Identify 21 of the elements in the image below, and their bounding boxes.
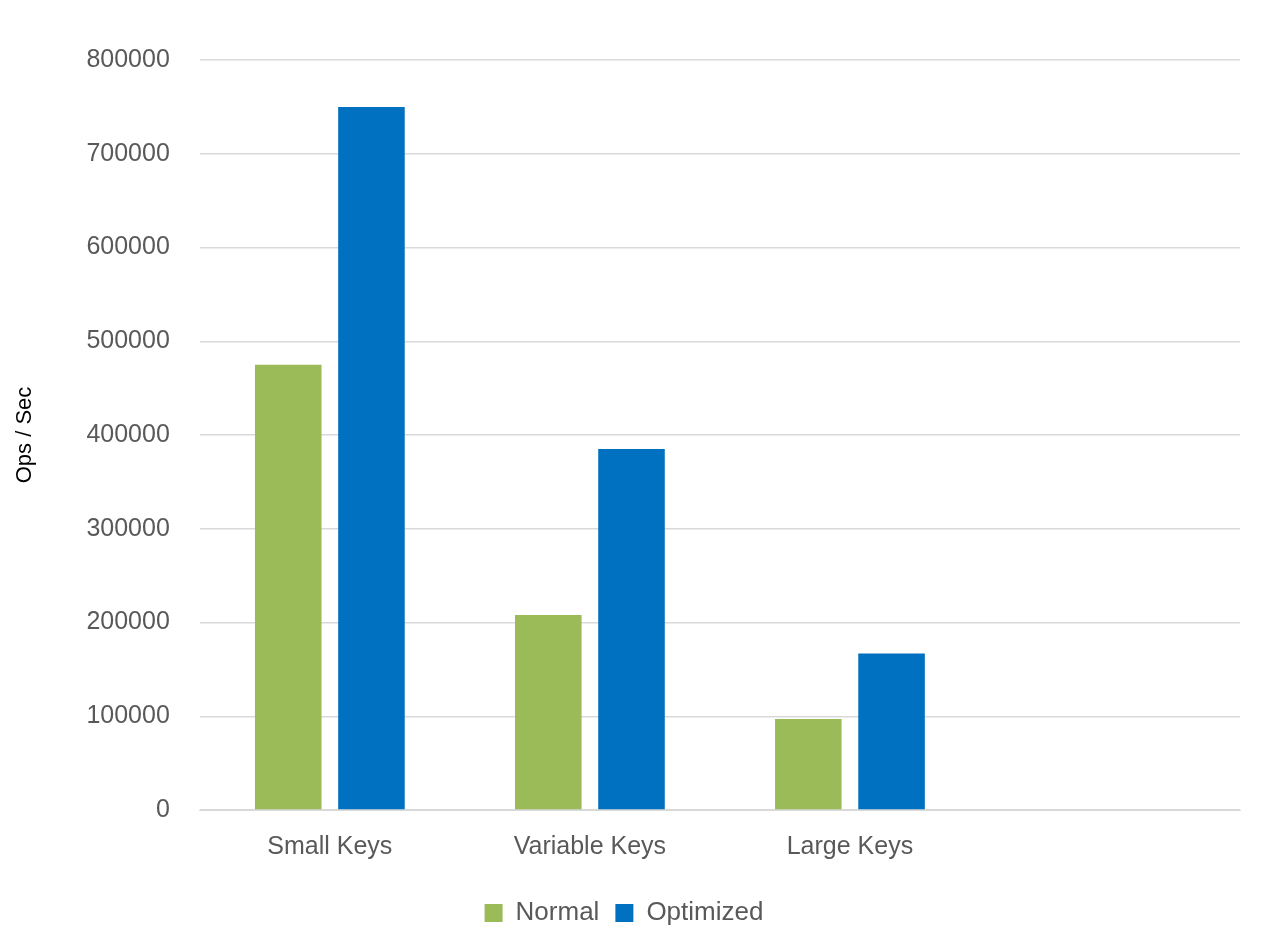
y-tick-label: 800000 — [86, 43, 170, 72]
y-axis-title: Ops / Sec — [11, 386, 37, 484]
x-tick-label: Variable Keys — [513, 830, 667, 859]
y-tick-label: 700000 — [86, 137, 170, 166]
y-tick-label: 0 — [155, 793, 170, 822]
bar — [254, 364, 322, 810]
y-tick-label: 300000 — [86, 512, 170, 541]
y-tick-label: 100000 — [86, 700, 170, 729]
legend-label: Normal — [515, 896, 600, 927]
y-tick-label: 400000 — [86, 418, 170, 447]
y-tick-label: 200000 — [86, 606, 170, 635]
bar — [515, 615, 582, 810]
bar — [775, 719, 842, 810]
bar — [598, 449, 665, 810]
bar — [858, 653, 925, 810]
y-tick-label: 500000 — [86, 325, 170, 354]
x-tick-label: Small Keys — [267, 830, 393, 859]
x-tick-label: Large Keys — [786, 830, 914, 859]
y-tick-label: 600000 — [86, 231, 170, 260]
legend-label: Optimized — [646, 896, 764, 927]
bar — [338, 106, 405, 810]
